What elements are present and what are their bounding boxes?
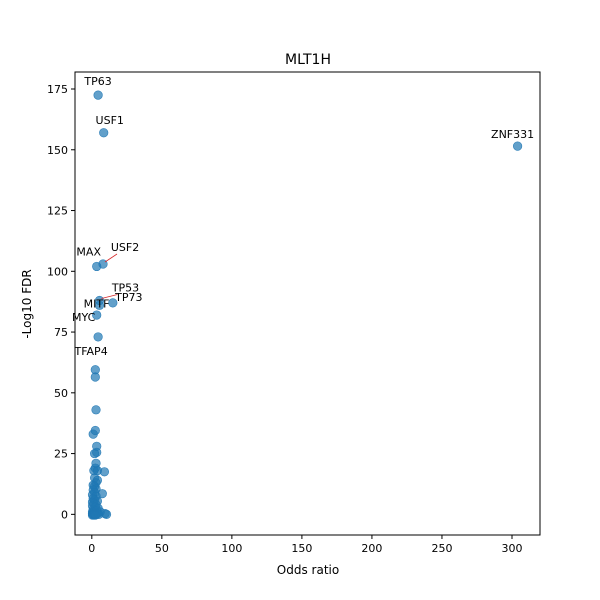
x-tick-label: 200 [361,542,382,555]
data-point [99,128,109,138]
x-tick-label: 0 [88,542,95,555]
y-tick-label: 50 [54,387,68,400]
data-point [512,141,523,151]
y-tick-label: 100 [47,265,68,278]
data-point [90,372,100,382]
point-label: MAX [76,245,101,258]
data-point [101,509,112,519]
y-tick-label: 150 [47,144,68,157]
point-label: TFAP4 [74,345,108,358]
x-tick-label: 300 [501,542,522,555]
x-tick-label: 250 [431,542,452,555]
y-tick-label: 125 [47,205,68,218]
x-tick-label: 100 [221,542,242,555]
point-label: ZNF331 [491,128,534,141]
data-point [92,261,102,272]
point-label: MITF [84,297,110,310]
data-point [90,510,100,520]
point-label: TP53 [111,281,139,294]
point-label: USF2 [111,241,139,254]
x-axis-label: Odds ratio [277,563,339,577]
point-label: TP73 [114,291,142,304]
y-tick-label: 175 [47,83,68,96]
data-point [91,405,101,415]
label-leader-line [101,294,118,299]
data-point [108,298,118,308]
data-point [93,90,103,100]
point-label: USF1 [96,114,124,127]
point-label: MYC [72,311,96,324]
data-point [94,300,105,310]
data-point [93,332,103,342]
plot-frame [74,71,541,536]
y-tick-label: 25 [54,448,68,461]
x-tick-label: 50 [155,542,169,555]
chart-title: MLT1H [285,52,331,68]
point-label: TP63 [83,75,111,88]
data-point [92,310,102,320]
y-tick-label: 0 [61,508,68,521]
data-point [92,447,102,457]
y-tick-label: 75 [54,326,68,339]
data-point [88,429,98,439]
data-point [99,467,110,477]
label-leader-line [104,253,118,263]
x-tick-label: 150 [291,542,312,555]
y-axis-label: -Log10 FDR [20,269,34,338]
